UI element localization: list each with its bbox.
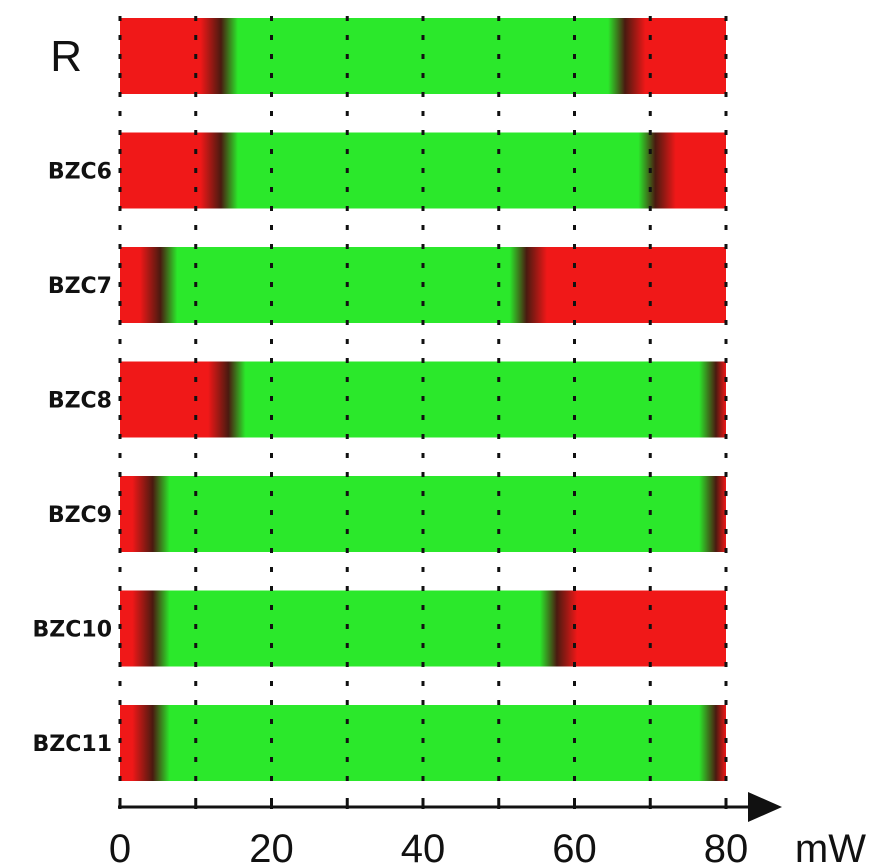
x-tick-label: 40 — [401, 827, 446, 867]
row-labels-layer: R BZC6 BZC7 BZC8 BZC9 BZC10 BZC11 — [33, 32, 112, 757]
x-axis-arrow-icon — [748, 792, 782, 822]
x-axis-unit-label: mW — [795, 827, 866, 867]
x-tick-label: 60 — [552, 827, 597, 867]
row-label-bzc6: BZC6 — [48, 160, 112, 185]
x-axis: 0 20 40 60 80 mW — [109, 792, 866, 867]
x-tick-label: 20 — [249, 827, 294, 867]
row-label-bzc7: BZC7 — [48, 274, 112, 299]
x-tick-label: 0 — [109, 827, 131, 867]
gridlines-layer — [118, 16, 728, 783]
row-label-bzc8: BZC8 — [48, 389, 112, 414]
row-label-r: R — [50, 32, 82, 81]
row-label-bzc11: BZC11 — [33, 732, 112, 757]
row-label-bzc10: BZC10 — [33, 618, 112, 643]
row-label-bzc9: BZC9 — [48, 503, 112, 528]
x-tick-label: 80 — [704, 827, 749, 867]
